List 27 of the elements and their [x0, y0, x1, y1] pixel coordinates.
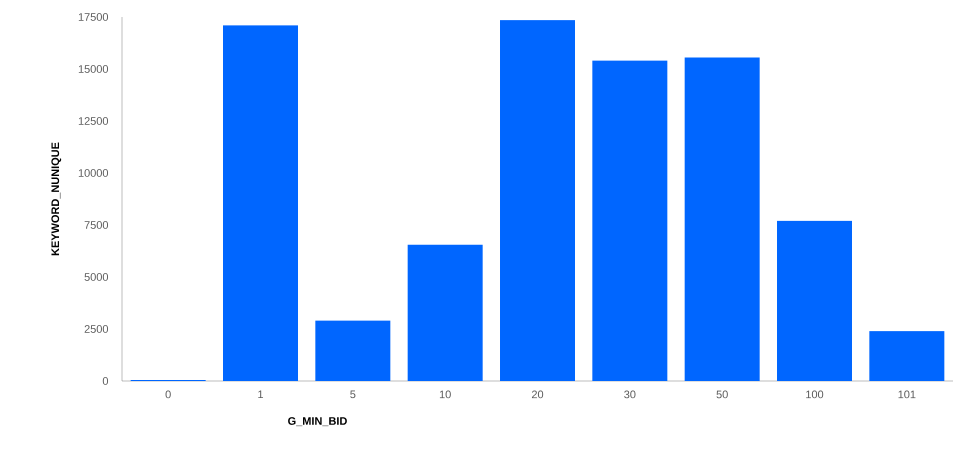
y-axis-title: KEYWORD_NUNIQUE: [51, 142, 62, 256]
x-tick-label: 1: [258, 390, 264, 398]
y-tick-label: 0: [102, 377, 108, 385]
x-tick-label: 5: [350, 390, 356, 398]
bar: [500, 20, 576, 381]
bar: [777, 220, 852, 381]
y-tick-label: 5000: [84, 273, 108, 281]
x-tick-label: 0: [166, 390, 171, 398]
x-tick-label: 30: [624, 390, 636, 398]
bar: [684, 58, 760, 381]
x-tick-label: 101: [898, 390, 916, 398]
x-tick-label: 20: [532, 390, 544, 398]
y-tick-label: 12500: [78, 117, 108, 125]
y-tick-label: 7500: [84, 221, 108, 229]
bar: [408, 244, 483, 381]
x-tick-label: 50: [716, 390, 728, 398]
bar: [869, 331, 944, 381]
y-tick-label: 10000: [78, 169, 108, 177]
x-tick-label: 100: [806, 390, 824, 398]
y-tick-label: 15000: [78, 65, 108, 73]
bar: [592, 60, 668, 381]
x-axis-title: G_MIN_BID: [288, 417, 347, 426]
y-tick-label: 17500: [78, 13, 108, 21]
x-tick-label: 10: [440, 390, 451, 398]
bar: [315, 320, 390, 381]
bar: [223, 25, 298, 381]
y-tick-label: 2500: [84, 325, 108, 333]
